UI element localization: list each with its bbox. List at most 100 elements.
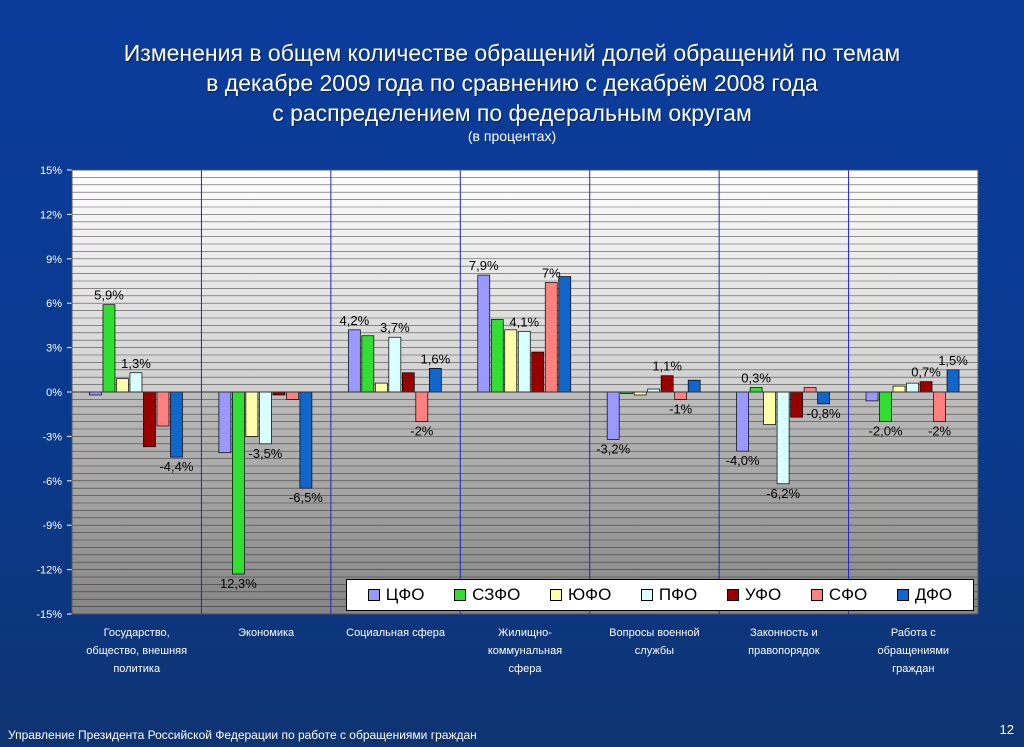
bar — [736, 391, 749, 452]
data-label: -3,5% — [248, 446, 282, 461]
legend-swatch — [367, 589, 380, 601]
bar — [606, 391, 620, 440]
x-category-label: коммунальная — [488, 645, 562, 657]
x-category-label: Законность и — [750, 627, 818, 639]
data-label: 1,6% — [421, 351, 451, 366]
legend-swatch — [640, 589, 653, 601]
data-label: -3,2% — [596, 441, 630, 456]
x-category-label: граждан — [892, 663, 934, 675]
legend-item: СФО — [810, 585, 868, 605]
bar — [817, 391, 830, 405]
legend-item: СЗФО — [454, 585, 520, 605]
bar — [517, 330, 531, 393]
y-tick-label: -6% — [42, 476, 62, 488]
y-tick-label: -9% — [42, 520, 62, 532]
x-category-label: Государство, — [104, 627, 170, 639]
legend-label: СЗФО — [472, 585, 521, 604]
x-category-label: обращениями — [877, 645, 949, 657]
bar — [674, 391, 688, 400]
bar — [415, 391, 429, 422]
bar — [879, 391, 892, 422]
y-tick-label: -12% — [36, 565, 62, 577]
bar — [687, 379, 701, 393]
bar — [388, 336, 402, 393]
slide-title-line-1: Изменения в общем количестве обращений д… — [123, 40, 901, 66]
legend-item: ЦФО — [367, 585, 425, 605]
bar — [286, 391, 299, 400]
bar — [504, 329, 518, 393]
bar — [129, 372, 143, 393]
bar — [865, 391, 879, 402]
y-tick-label: 3% — [46, 343, 62, 355]
data-label: 4,2% — [340, 313, 370, 328]
bar — [116, 378, 129, 393]
data-label: 12,3% — [220, 576, 257, 591]
bar — [490, 319, 504, 393]
bar — [803, 387, 817, 393]
data-label: 1,3% — [121, 356, 151, 371]
data-label: 0,3% — [741, 371, 771, 386]
y-tick-label: 9% — [46, 254, 62, 266]
slide-subtitle: (в процентах) — [467, 128, 557, 144]
legend-label: СФО — [828, 585, 868, 604]
legend-item: ЮФО — [549, 585, 611, 605]
bar — [933, 391, 946, 422]
legend-swatch — [896, 589, 909, 601]
legend-label: ПФО — [658, 585, 698, 604]
slide-title-line-2: в декабре 2009 года по сравнению с декаб… — [206, 70, 818, 96]
data-label: 1,5% — [938, 353, 968, 368]
bar — [919, 381, 933, 393]
bar — [232, 391, 245, 575]
bar — [374, 382, 388, 393]
data-label: 7,9% — [469, 258, 499, 273]
bar — [245, 391, 259, 437]
legend-swatch — [726, 589, 739, 601]
bar — [401, 372, 415, 393]
data-label: 4,1% — [509, 314, 539, 329]
legend-item: ДФО — [896, 585, 952, 605]
data-label: -1% — [669, 401, 693, 416]
bar — [143, 391, 156, 448]
data-label: -6,2% — [766, 486, 800, 501]
data-label: 1,1% — [652, 359, 682, 374]
data-label: -6,5% — [289, 490, 323, 505]
bar — [428, 367, 442, 393]
x-category-label: Вопросы военной — [609, 627, 699, 639]
x-category-label: Социальная сфера — [346, 627, 446, 639]
bar — [218, 391, 232, 454]
bar — [660, 375, 674, 393]
bar — [477, 274, 491, 393]
data-label: -0,8% — [807, 406, 841, 421]
bar — [763, 391, 776, 425]
x-category-label: Работа с — [891, 627, 936, 639]
y-tick-label: -15% — [36, 609, 62, 621]
slide-title-line-3: с распределением по федеральным округам — [272, 100, 752, 126]
x-category-label: службы — [635, 645, 674, 657]
data-label: -2,0% — [869, 424, 903, 439]
bar — [347, 329, 361, 393]
x-category-label: общество, внешняя — [86, 645, 187, 657]
legend-item: УФО — [726, 585, 781, 605]
bar — [776, 391, 790, 485]
y-tick-label: -3% — [42, 431, 62, 443]
chart-legend: ЦФО СЗФО ЮФО ПФО УФО СФО ДФО — [346, 579, 974, 611]
data-label: -4,0% — [726, 453, 760, 468]
x-category-label: Жилищно- — [498, 627, 552, 639]
y-tick-label: 12% — [40, 209, 62, 221]
bar — [299, 391, 313, 489]
x-category-label: политика — [113, 663, 161, 675]
data-label: -4,4% — [159, 459, 193, 474]
data-label: 5,9% — [94, 288, 124, 303]
bar — [892, 385, 906, 393]
y-tick-label: 15% — [40, 165, 62, 177]
bar — [170, 391, 183, 458]
data-label: -2% — [410, 424, 434, 439]
data-label: -2% — [928, 424, 952, 439]
data-label: 0,7% — [911, 365, 941, 380]
bar — [749, 387, 763, 393]
bar — [558, 276, 572, 393]
page-number: 12 — [999, 722, 1014, 737]
bar — [361, 335, 375, 393]
x-category-label: сфера — [509, 663, 543, 675]
